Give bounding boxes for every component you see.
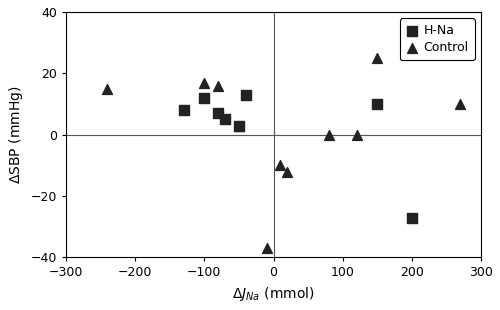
Control: [262, 246, 270, 251]
H-Na: [374, 102, 382, 107]
Y-axis label: $\Delta$SBP (mmHg): $\Delta$SBP (mmHg): [7, 86, 25, 184]
H-Na: [180, 108, 188, 113]
Legend: H-Na, Control: H-Na, Control: [400, 18, 475, 60]
Control: [352, 132, 360, 137]
Control: [104, 86, 112, 91]
Control: [200, 80, 208, 85]
H-Na: [200, 95, 208, 100]
Control: [276, 163, 284, 168]
Control: [325, 132, 333, 137]
H-Na: [408, 215, 416, 220]
X-axis label: $\Delta J_{Na}$ (mmol): $\Delta J_{Na}$ (mmol): [232, 285, 315, 303]
H-Na: [221, 117, 229, 122]
Control: [374, 55, 382, 60]
Control: [456, 102, 464, 107]
Control: [214, 83, 222, 88]
H-Na: [242, 92, 250, 97]
H-Na: [214, 111, 222, 116]
Control: [235, 123, 243, 128]
H-Na: [235, 123, 243, 128]
Control: [284, 169, 292, 174]
